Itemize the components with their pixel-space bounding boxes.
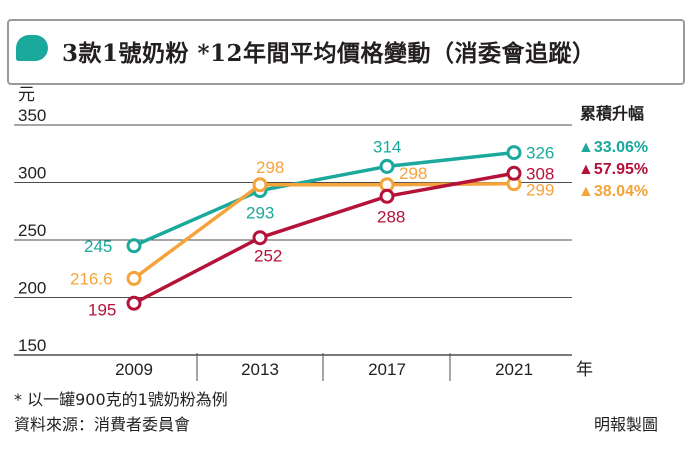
source-note: 資料來源：消費者委員會 (14, 415, 191, 434)
x-axis-unit-label: 年 (576, 360, 593, 379)
label-layer: 245 293 314 326 216.6 298 298 299 195 252 288 308 ▲3… (70, 137, 648, 319)
series-layer (126, 145, 522, 311)
data-label: 298 (399, 164, 427, 183)
y-axis-unit-label: 元 (18, 85, 35, 104)
y-tick-label: 350 (18, 106, 46, 125)
data-point (126, 270, 142, 286)
speech-bubble-icon (16, 35, 48, 61)
legend-rise-value: ▲38.04% (578, 183, 648, 200)
x-tick-label: 2017 (368, 360, 406, 379)
data-point (506, 145, 522, 161)
series-line (132, 181, 515, 280)
data-point (506, 165, 522, 181)
chart-title: 3款1號奶粉 *12年間平均價格變動（消委會追蹤） (62, 40, 596, 67)
data-label: 326 (526, 144, 554, 163)
data-point (379, 188, 395, 204)
x-tick-label: 2009 (115, 360, 153, 379)
data-point (252, 177, 268, 193)
data-label: 245 (84, 237, 112, 256)
data-label: 308 (526, 164, 554, 183)
data-point (379, 158, 395, 174)
y-tick-label: 200 (18, 279, 46, 298)
data-point (126, 295, 142, 311)
legend-rise-value: ▲57.95% (578, 161, 648, 178)
data-label: 299 (526, 181, 554, 200)
data-label: 216.6 (70, 269, 113, 288)
data-label: 195 (88, 300, 116, 319)
series-line (133, 171, 515, 305)
data-point (252, 230, 268, 246)
footnote: * 以一罐900克的1號奶粉為例 (14, 390, 228, 409)
data-label: 252 (254, 247, 282, 266)
data-label: 298 (256, 158, 284, 177)
y-tick-label: 300 (18, 164, 46, 183)
data-label: 288 (377, 207, 405, 226)
x-tick-label: 2021 (495, 360, 533, 379)
credit-note: 明報製圖 (594, 415, 659, 434)
y-tick-label: 150 (18, 336, 46, 355)
legend-rise-value: ▲33.06% (578, 139, 648, 156)
grid-layer: 元 350 300 250 200 150 2009 2013 2017 2021 年 (14, 85, 593, 381)
y-tick-label: 250 (18, 221, 46, 240)
series-line (133, 150, 515, 248)
data-label: 293 (246, 204, 274, 223)
data-label: 314 (373, 137, 401, 156)
x-tick-label: 2013 (241, 360, 279, 379)
data-point (126, 238, 142, 254)
legend-title: 累積升幅 (580, 104, 645, 123)
header-frame (7, 19, 685, 85)
